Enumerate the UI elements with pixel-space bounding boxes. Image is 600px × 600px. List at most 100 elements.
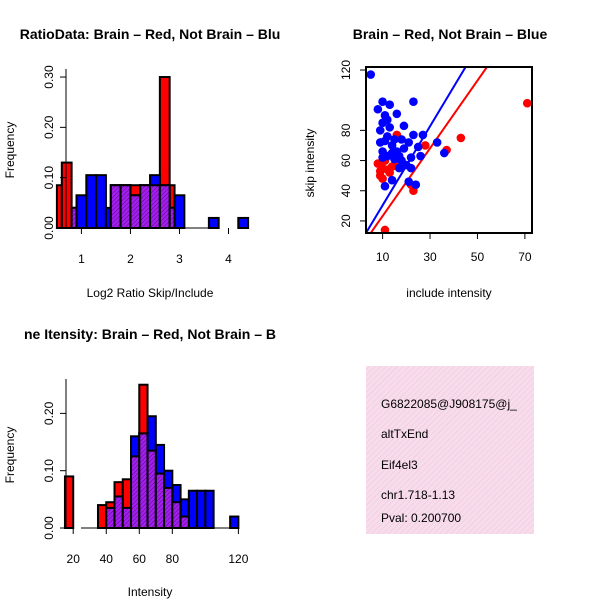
intensity-y-ticks: 0.00 0.10 0.20 bbox=[42, 401, 66, 540]
scatter-x-tick-label-1: 30 bbox=[423, 250, 437, 264]
scatter-point-brain-16 bbox=[456, 133, 466, 143]
intensity-x-label: Intensity bbox=[128, 585, 173, 599]
ratio-bar-overlap-8 bbox=[139, 184, 152, 229]
scatter-point-notbrain-21 bbox=[392, 109, 402, 119]
intensity-bar-brain-1 bbox=[96, 504, 108, 530]
intensity-bar-overlap-5 bbox=[146, 449, 157, 529]
ratio-bar-overlap-9 bbox=[149, 184, 161, 229]
ratio-x-tick-label-0: 1 bbox=[78, 252, 85, 266]
intensity-bar-overlap-8 bbox=[171, 501, 182, 530]
scatter-point-notbrain-11 bbox=[383, 115, 392, 125]
ratio-y-tick-label-3: 0.30 bbox=[42, 65, 56, 89]
scatter-fit-line-brain bbox=[369, 67, 488, 233]
scatter-point-notbrain-25 bbox=[397, 135, 406, 144]
intensity-x-tick-label-1: 40 bbox=[100, 552, 114, 566]
ratio-y-tick-label-2: 0.20 bbox=[42, 115, 56, 139]
scatter-point-notbrain-27 bbox=[399, 121, 409, 131]
intensity-bar-overlap-1 bbox=[113, 495, 124, 530]
scatter-point-notbrain-33 bbox=[406, 153, 416, 162]
ratio-y-ticks: 0.00 0.10 0.20 0.30 bbox=[42, 65, 66, 240]
intensity-x-ticks: 20 40 60 80 120 bbox=[67, 528, 249, 566]
ratio-bar-notbrain-14 bbox=[237, 216, 250, 230]
ratio-bar-notbrain-12 bbox=[173, 194, 186, 230]
scatter-point-notbrain-31 bbox=[404, 177, 413, 186]
scatter-point-brain-14 bbox=[420, 141, 430, 150]
scatter-point-notbrain-32 bbox=[406, 163, 416, 173]
info-panel: G6822085@J908175@j_ altTxEnd Eif4el3 chr… bbox=[366, 366, 534, 534]
scatter-point-notbrain-40 bbox=[432, 138, 442, 147]
scatter-points bbox=[366, 70, 532, 233]
intensity-histogram-title: ne Itensity: Brain – Red, Not Brain – B bbox=[24, 326, 276, 342]
scatter-point-notbrain-4 bbox=[378, 97, 387, 107]
scatter-point-notbrain-23 bbox=[394, 163, 404, 173]
scatter-y-tick-label-0: 20 bbox=[339, 214, 353, 228]
intensity-bar-overlap-7 bbox=[163, 486, 174, 529]
intensity-x-tick-label-0: 20 bbox=[67, 552, 81, 566]
info-background bbox=[366, 366, 534, 534]
scatter-x-tick-label-2: 50 bbox=[471, 250, 485, 264]
ratio-bar-overlap-7 bbox=[129, 194, 142, 230]
scatter-point-brain-6 bbox=[380, 225, 390, 233]
scatter-point-notbrain-39 bbox=[418, 130, 428, 140]
ratio-bar-notbrain-2 bbox=[85, 174, 98, 229]
intensity-y-label: Frequency bbox=[3, 427, 17, 484]
scatter-point-notbrain-35 bbox=[409, 130, 418, 140]
info-id: G6822085@J908175@j_ bbox=[381, 397, 517, 411]
ratio-x-label: Log2 Ratio Skip/Include bbox=[87, 286, 214, 300]
ratio-bar-overlap-11 bbox=[168, 206, 176, 230]
intensity-bar-notbrain-11 bbox=[196, 489, 207, 529]
intensity-bar-brain-0 bbox=[63, 475, 75, 529]
intensity-x-tick-label-4: 120 bbox=[228, 552, 248, 566]
intensity-bar-notbrain-12 bbox=[204, 489, 215, 529]
scatter-point-brain-4 bbox=[378, 174, 387, 183]
ratio-histogram-panel: RatioData: Brain – Red, Not Brain – Blu … bbox=[3, 26, 280, 300]
scatter-point-notbrain-34 bbox=[409, 97, 418, 107]
intensity-y-tick-label-1: 0.10 bbox=[42, 459, 56, 483]
scatter-point-notbrain-38 bbox=[416, 151, 425, 161]
ratio-x-ticks: 1 2 3 4 bbox=[78, 228, 232, 266]
info-event: altTxEnd bbox=[381, 427, 428, 441]
scatter-point-notbrain-2 bbox=[375, 126, 385, 135]
scatter-point-notbrain-14 bbox=[385, 100, 395, 110]
scatter-x-label: include intensity bbox=[406, 286, 491, 300]
intensity-bar-overlap-6 bbox=[154, 472, 166, 529]
ratio-y-tick-label-0: 0.00 bbox=[42, 216, 56, 240]
intensity-bar-overlap-2 bbox=[121, 506, 133, 530]
intensity-bar-notbrain-13 bbox=[229, 515, 240, 529]
scatter-point-notbrain-18 bbox=[387, 175, 397, 185]
scatter-point-notbrain-10 bbox=[380, 181, 390, 191]
info-pval: Pval: 0.200700 bbox=[381, 511, 461, 525]
scatter-y-tick-label-4: 120 bbox=[339, 60, 353, 80]
intensity-bar-overlap-9 bbox=[179, 515, 190, 529]
scatter-x-ticks: 10 30 50 70 bbox=[376, 233, 532, 264]
scatter-point-notbrain-1 bbox=[373, 104, 383, 114]
ratio-bar-overlap-0 bbox=[70, 206, 78, 230]
ratio-bar-brain-1 bbox=[60, 161, 73, 229]
scatter-title: Brain – Red, Not Brain – Blue bbox=[353, 26, 548, 42]
scatter-y-tick-label-3: 80 bbox=[339, 123, 353, 137]
ratio-bar-overlap-6 bbox=[119, 184, 132, 229]
scatter-frame bbox=[365, 66, 533, 234]
scatter-y-label: skip intensity bbox=[303, 129, 317, 198]
scatter-point-notbrain-37 bbox=[413, 142, 423, 152]
ratio-bar-overlap-5 bbox=[109, 184, 122, 229]
ratio-x-tick-label-2: 3 bbox=[176, 252, 183, 266]
ratio-y-tick-label-1: 0.10 bbox=[42, 166, 56, 190]
info-location: chr1.718-1.13 bbox=[381, 488, 455, 502]
intensity-y-tick-label-2: 0.20 bbox=[42, 401, 56, 425]
ratio-bar-notbrain-13 bbox=[207, 216, 220, 230]
scatter-point-notbrain-0 bbox=[366, 70, 376, 79]
info-gene: Eif4el3 bbox=[381, 458, 418, 472]
intensity-y-tick-label-0: 0.00 bbox=[42, 516, 56, 540]
ratio-x-tick-label-3: 4 bbox=[225, 252, 232, 266]
intensity-bar-overlap-4 bbox=[138, 432, 149, 530]
scatter-point-notbrain-41 bbox=[439, 148, 449, 158]
ratio-bar-overlap-10 bbox=[158, 184, 171, 229]
scatter-x-tick-label-0: 10 bbox=[376, 250, 390, 264]
scatter-x-tick-label-3: 70 bbox=[518, 250, 532, 264]
scatter-point-notbrain-15 bbox=[385, 123, 395, 132]
intensity-histogram-panel: ne Itensity: Brain – Red, Not Brain – B … bbox=[3, 326, 276, 599]
ratio-bar-notbrain-3 bbox=[95, 174, 107, 229]
ratio-y-label: Frequency bbox=[3, 122, 17, 179]
